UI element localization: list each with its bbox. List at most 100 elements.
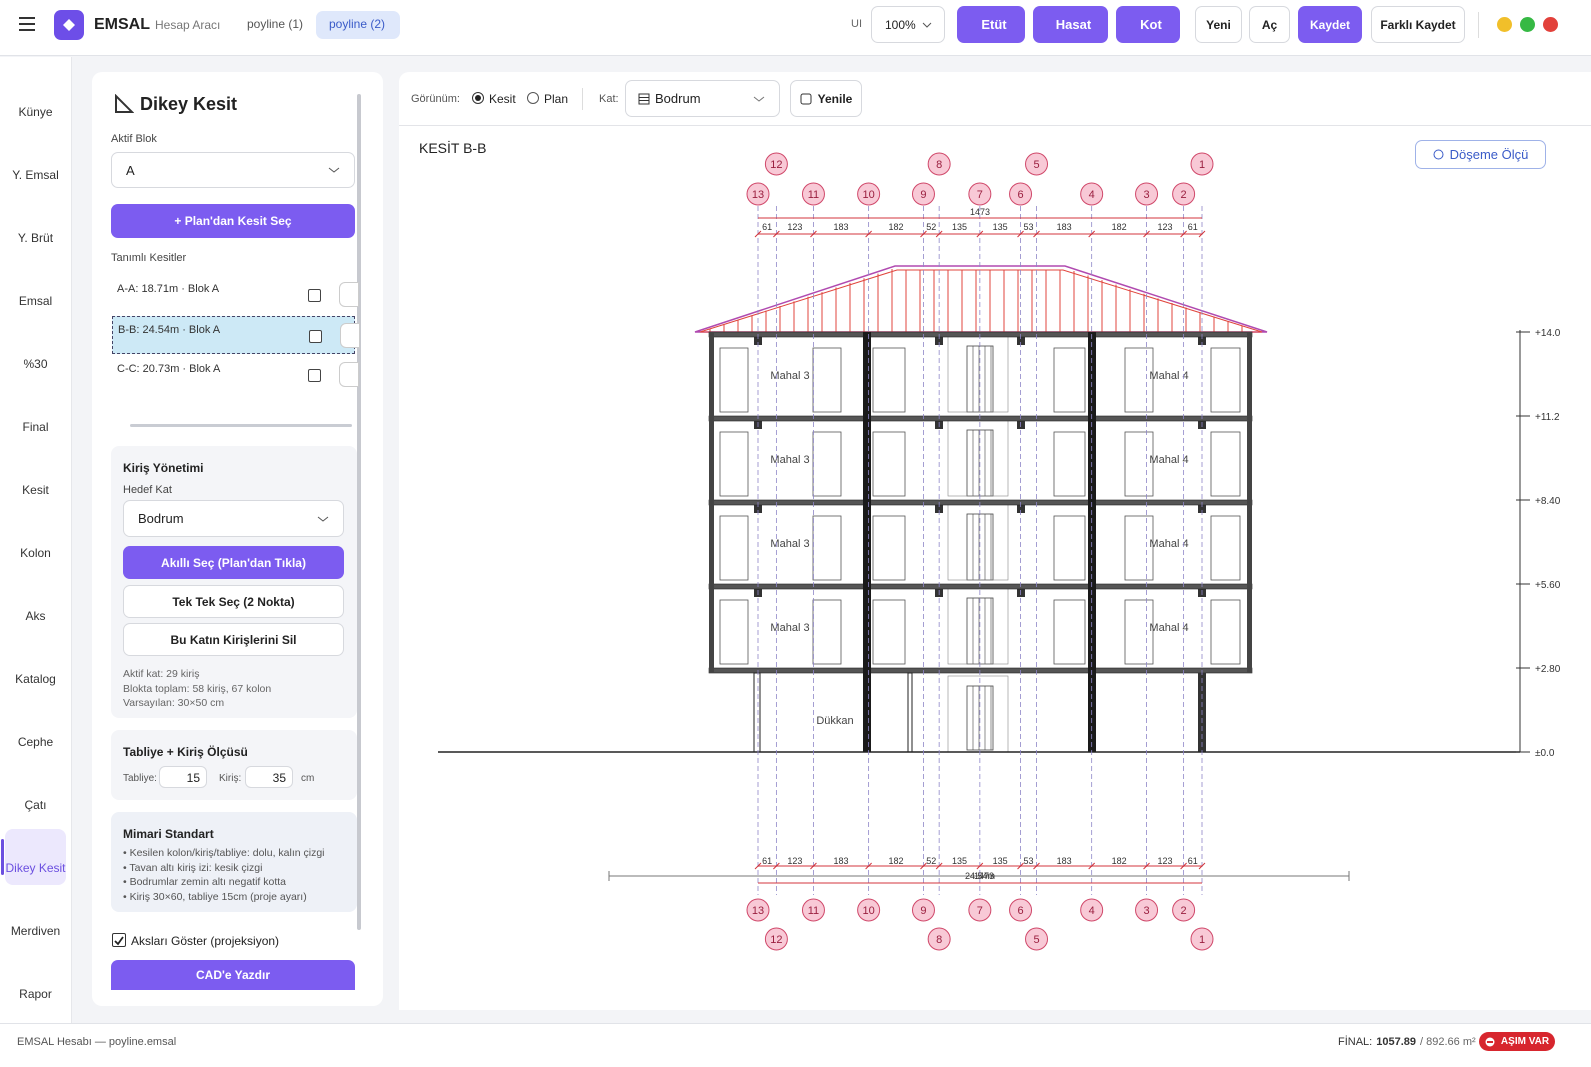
close[interactable] [1543, 17, 1558, 32]
cad-button[interactable]: CAD'e Yazdır [111, 960, 355, 990]
dim-tick [1017, 862, 1024, 870]
axis-label: 3 [1143, 905, 1149, 917]
dim-tick [1088, 862, 1096, 870]
block-select[interactable]: A [111, 152, 355, 188]
axis-bubble [1009, 898, 1033, 922]
beam-input[interactable]: 35 [245, 766, 293, 788]
nav-item[interactable]: Emsal [5, 262, 66, 318]
zoom-select[interactable]: 100% [871, 6, 945, 43]
label: Aktif Blok [111, 133, 157, 145]
main-area: Görünüm: Kesit Plan Kat: Bodrum Yenile [399, 72, 1591, 1010]
menu-icon[interactable] [18, 16, 36, 32]
radio[interactable] [527, 92, 539, 104]
total-length: 24.54m [965, 871, 995, 881]
tab[interactable]: poyline (1) [247, 17, 304, 31]
axis-bubble [857, 182, 881, 206]
slab-input[interactable]: 15 [159, 766, 207, 788]
sidebar: Künye Y. Emsal Y. Brüt Emsal %30 Final Kesit Ko… [0, 57, 72, 1023]
dim-label: 123 [787, 856, 802, 866]
section-row[interactable]: C-C: 20.73m · Blok A [112, 356, 359, 394]
nav-item[interactable]: Merdiven [5, 892, 66, 948]
dim-label: 61 [1188, 222, 1198, 232]
nav-item[interactable]: Kolon [5, 514, 66, 570]
nav-item[interactable]: Çatı [5, 766, 66, 822]
nav-item[interactable]: %30 [5, 325, 66, 381]
action-button[interactable]: Yeni [1195, 6, 1242, 43]
checkbox[interactable] [309, 330, 322, 343]
room-label: Dükkan [816, 715, 853, 727]
nav-item[interactable]: Cephe [5, 703, 66, 759]
dim-label: 183 [834, 222, 849, 232]
single-select-button[interactable]: Tek Tek Seç (2 Nokta) [123, 585, 344, 618]
tool-button[interactable]: Hasat [1033, 6, 1108, 43]
door [1124, 515, 1154, 581]
delete-beams-button[interactable]: Bu Katın Kirişlerini Sil [123, 623, 344, 656]
axis-label: 10 [862, 189, 874, 201]
radio-selected[interactable] [472, 92, 484, 104]
nav-item[interactable]: Final [5, 388, 66, 444]
axis-bubble [1025, 927, 1049, 951]
slab-measure-button[interactable]: Döşeme Ölçü [1415, 140, 1546, 169]
nav-item[interactable]: Rapor [5, 955, 66, 1011]
section-row[interactable]: A-A: 18.71m · Blok A [112, 276, 359, 314]
target-select[interactable]: Bodrum [123, 500, 344, 537]
nav-label: Kolon [20, 546, 51, 560]
minimize[interactable] [1497, 17, 1512, 32]
bullet: • Tavan altı kiriş izi: kesik çizgi [123, 861, 263, 874]
slab-measure-label: Döşeme Ölçü [1449, 147, 1529, 162]
wall [753, 672, 761, 753]
section-label: B-B: 24.54m · Blok A [118, 324, 221, 336]
door [1124, 599, 1154, 665]
stair-core [947, 419, 1009, 497]
axis-label: 8 [936, 159, 942, 171]
tool-button[interactable]: Kot [1116, 6, 1180, 43]
action-button[interactable]: Farklı Kaydet [1371, 6, 1465, 43]
section-drawing: KESİT B-B Mahal 3 Mahal 4 Mahal 3 Mahal 4 Mah… [419, 139, 1561, 951]
refresh-button[interactable]: Yenile [790, 80, 862, 117]
axis-label: 2 [1181, 189, 1187, 201]
tool-button[interactable]: Etüt [957, 6, 1025, 43]
action-button[interactable]: Kaydet [1298, 6, 1362, 43]
nav-item[interactable]: Katalog [5, 640, 66, 696]
door [1053, 599, 1086, 665]
panel: Dikey Kesit Aktif Blok A + Plan'dan Kesi… [92, 72, 383, 1006]
axis-label: 10 [862, 905, 874, 917]
dim-tick [754, 230, 762, 238]
room-label: Mahal 4 [1149, 622, 1188, 634]
remove-button[interactable] [339, 362, 359, 387]
floor-select[interactable]: Bodrum [625, 80, 780, 117]
nav-item-active[interactable]: Dikey Kesit [5, 829, 66, 885]
axis-label: 13 [752, 905, 764, 917]
nav-item[interactable]: Aks [5, 577, 66, 633]
axis-bubble [746, 898, 770, 922]
section-row-selected[interactable]: B-B: 24.54m · Blok A [112, 316, 360, 354]
smart-select-button[interactable]: Akıllı Seç (Plan'dan Tıkla) [123, 546, 344, 579]
dim-tick [810, 862, 817, 870]
dim-label: 61 [762, 856, 772, 866]
tab-active[interactable]: poyline (2) [316, 11, 400, 39]
remove-button[interactable] [339, 282, 359, 307]
remove-button[interactable] [340, 323, 360, 348]
dim-tick [1198, 230, 1206, 238]
door [1210, 515, 1241, 581]
top-bar: EMSAL Hesap Aracı poyline (1) poyline (2… [0, 0, 1591, 56]
checkbox[interactable] [112, 933, 126, 947]
maximize[interactable] [1520, 17, 1535, 32]
nav-item[interactable]: Kesit [5, 451, 66, 507]
plan-button[interactable]: + Plan'dan Kesit Seç [111, 204, 355, 238]
beam [1198, 505, 1206, 513]
refresh-label: Yenile [817, 91, 853, 106]
file-name: EMSAL Hesabı — poyline.emsal [17, 1036, 177, 1048]
action-button[interactable]: Aç [1249, 6, 1290, 43]
nav-item[interactable]: Y. Brüt [5, 199, 66, 255]
axis-bubble [968, 182, 992, 206]
door [812, 431, 842, 497]
nav-item[interactable]: Künye [5, 73, 66, 129]
axis-bubble [1080, 898, 1104, 922]
stair-core [947, 587, 1009, 665]
nav-item[interactable]: Y. Emsal [5, 136, 66, 192]
checkbox[interactable] [308, 369, 321, 382]
active-indicator [1, 839, 4, 875]
checkbox[interactable] [308, 289, 321, 302]
